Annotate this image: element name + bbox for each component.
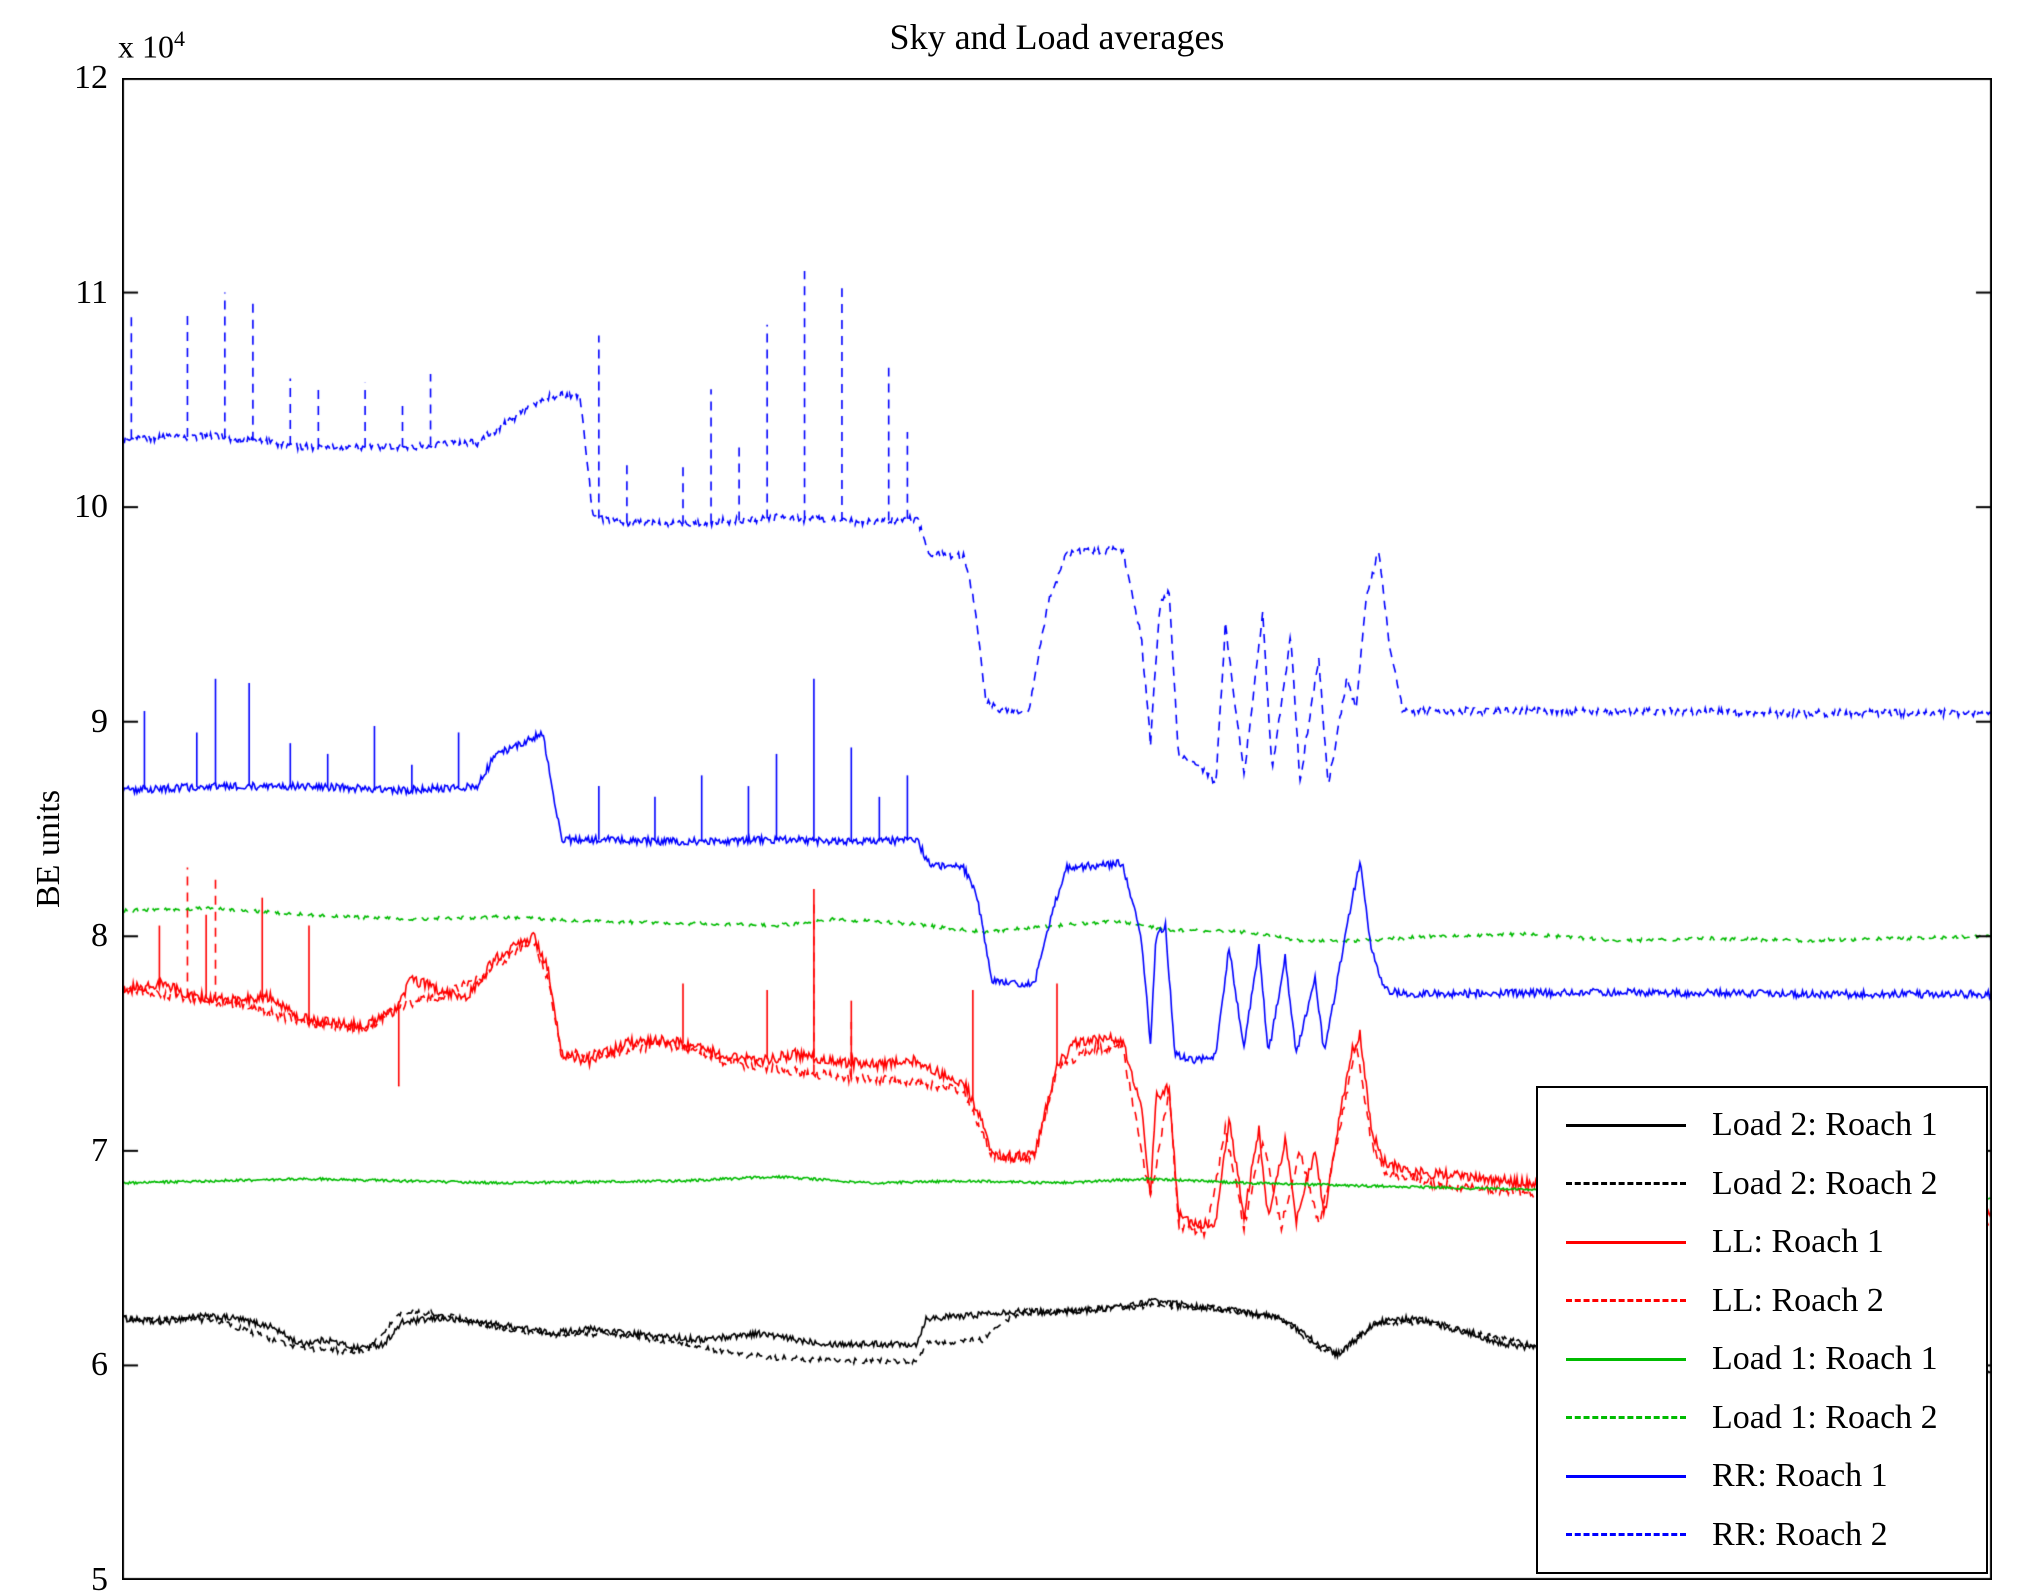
y-axis-multiplier: x 104 xyxy=(118,26,185,65)
legend-label: RR: Roach 2 xyxy=(1712,1515,1888,1553)
legend-label: Load 2: Roach 2 xyxy=(1712,1164,1938,1202)
y-tick-label: 5 xyxy=(91,1561,108,1592)
legend-label: LL: Roach 2 xyxy=(1712,1281,1884,1319)
y-tick-label: 12 xyxy=(74,59,108,96)
legend-entry: RR: Roach 1 xyxy=(1538,1457,1986,1495)
legend-entry: RR: Roach 2 xyxy=(1538,1516,1986,1554)
legend-label: Load 1: Roach 2 xyxy=(1712,1398,1938,1436)
legend-entry: Load 2: Roach 2 xyxy=(1538,1165,1986,1203)
legend-label: RR: Roach 1 xyxy=(1712,1457,1888,1495)
legend-label: LL: Roach 1 xyxy=(1712,1223,1884,1261)
legend-line-sample xyxy=(1566,1182,1686,1186)
legend-label: Load 2: Roach 1 xyxy=(1712,1106,1938,1144)
legend-entry: Load 1: Roach 1 xyxy=(1538,1340,1986,1378)
legend-label: Load 1: Roach 1 xyxy=(1712,1340,1938,1378)
y-tick-label: 7 xyxy=(91,1131,108,1169)
y-tick-label: 11 xyxy=(75,273,108,311)
legend-entry: LL: Roach 1 xyxy=(1538,1223,1986,1261)
legend-line-sample xyxy=(1566,1533,1686,1537)
y-tick-label: 8 xyxy=(91,917,108,955)
y-tick-label: 6 xyxy=(91,1346,108,1384)
legend-line-sample xyxy=(1566,1474,1686,1478)
legend: Load 2: Roach 1 Load 2: Roach 2 LL: Roach … xyxy=(1536,1086,1988,1574)
chart-title: Sky and Load averages xyxy=(889,17,1225,57)
y-tick-label: 10 xyxy=(74,488,108,526)
y-tick-labels: 5 6 7 8 9 10 11 12 xyxy=(0,0,108,1592)
legend-line-sample xyxy=(1566,1123,1686,1127)
legend-line-sample xyxy=(1566,1416,1686,1420)
legend-line-sample xyxy=(1566,1240,1686,1244)
legend-line-sample xyxy=(1566,1299,1686,1303)
legend-line-sample xyxy=(1566,1357,1686,1361)
legend-entry: LL: Roach 2 xyxy=(1538,1282,1986,1320)
legend-entry: Load 1: Roach 2 xyxy=(1538,1399,1986,1437)
y-tick-label: 9 xyxy=(91,702,108,740)
legend-entry: Load 2: Roach 1 xyxy=(1538,1106,1986,1144)
